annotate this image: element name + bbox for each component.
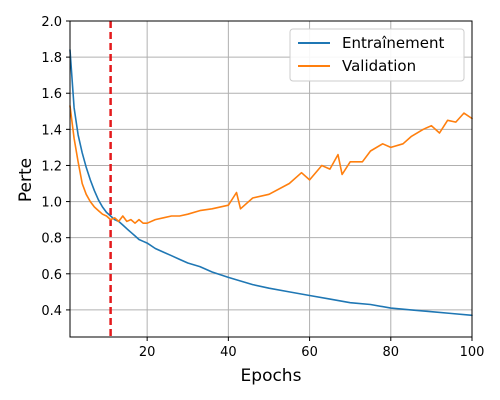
legend-label-validation: Validation (342, 57, 416, 75)
y-tick-label: 1.2 (41, 159, 62, 174)
y-tick-label: 0.8 (41, 232, 62, 247)
legend-box (289, 28, 465, 82)
x-tick-label: 40 (220, 345, 237, 360)
x-tick-label: 100 (460, 345, 485, 360)
plot-frame (69, 20, 473, 338)
y-tick-label: 1.0 (41, 196, 62, 211)
y-tick-label: 2.0 (41, 15, 62, 30)
legend-label-entrainement: Entraînement (342, 34, 444, 52)
series-group (69, 49, 473, 317)
x-tick-label: 80 (383, 345, 400, 360)
y-tick-label: 1.4 (41, 123, 62, 138)
y-tick-label: 0.6 (41, 268, 62, 283)
x-tick-label: 60 (301, 345, 318, 360)
y-tick-label: 1.8 (41, 51, 62, 66)
y-tick-label: 1.6 (41, 87, 62, 102)
ticks: 20 40 60 80 100 0.4 0.6 0.8 1.0 1.2 1.4 1.6 1.8 2.0 (41, 15, 484, 360)
y-tick-label: 0.4 (41, 304, 62, 319)
series-line-validation (69, 105, 473, 224)
legend: Entraînement Validation (289, 28, 465, 82)
series-line-entrainement (69, 49, 473, 317)
x-tick-label: 20 (139, 345, 156, 360)
x-axis-label: Epochs (241, 366, 302, 386)
y-axis-label: Perte (16, 158, 36, 202)
